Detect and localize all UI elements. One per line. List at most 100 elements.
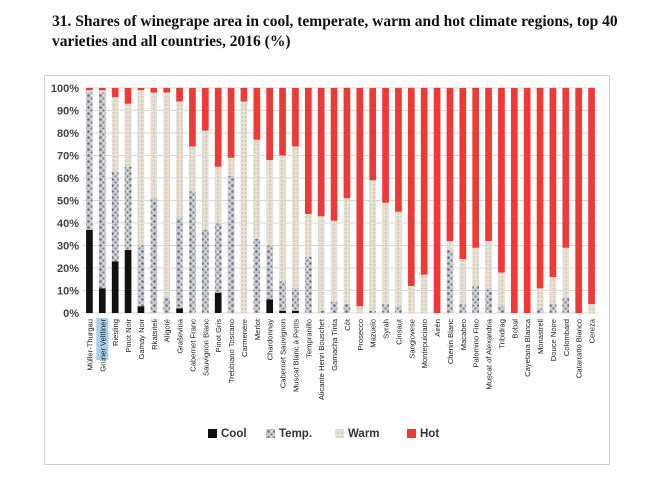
legend-label: Cool <box>221 428 247 440</box>
y-tick-label: 30% <box>57 241 79 253</box>
bar-segment-warm <box>253 139 261 239</box>
legend-swatch <box>335 429 344 438</box>
bar-segment-hot <box>98 88 106 91</box>
bar-segment-hot <box>150 88 158 93</box>
bar-segment-hot <box>510 88 518 313</box>
bar-segment-hot <box>266 88 274 160</box>
bar-segment-temp <box>459 304 467 313</box>
bar-segment-temp <box>330 301 338 313</box>
bar-segment-temp <box>395 306 402 313</box>
bar-segment-temp <box>536 308 544 313</box>
y-tick-label: 20% <box>57 263 79 275</box>
bar-segment-temp <box>227 175 235 313</box>
bar-segment-hot <box>137 88 145 91</box>
bar-segment-temp <box>137 245 145 307</box>
y-tick-label: 90% <box>57 106 79 118</box>
bar-segment-warm <box>214 166 222 223</box>
x-axis-ticks: Müller-Thurgau Grüner Veltliner Riesling Pi… <box>85 318 597 400</box>
bar-segment-warm <box>395 211 402 307</box>
bar-segment-cool <box>279 310 286 313</box>
legend-label: Hot <box>420 428 439 440</box>
x-tick-label: Syrah <box>382 319 391 339</box>
x-tick-label: Douce Noire <box>549 319 558 361</box>
bar-segment-hot <box>176 88 183 102</box>
y-tick-label: 80% <box>57 128 79 140</box>
bar-segment-cool <box>292 310 299 313</box>
bar-segment-hot <box>575 88 583 313</box>
bar-segment-warm <box>266 160 274 246</box>
bar-segment-hot <box>523 88 531 313</box>
bar-segment-warm <box>189 146 196 192</box>
bar-segment-warm <box>201 130 209 230</box>
x-tick-label: Cabernet Sauvignon <box>279 319 288 388</box>
bar-segment-warm <box>330 220 338 302</box>
bar-segment-warm <box>382 202 389 304</box>
legend-label: Warm <box>348 428 380 440</box>
bar-segment-temp <box>214 223 222 293</box>
bar-segment-hot <box>240 88 248 102</box>
bars <box>86 88 595 313</box>
x-tick-label: Alicante Henri Bouschet <box>317 318 326 400</box>
bar-segment-temp <box>150 198 158 313</box>
y-tick-label: 40% <box>57 218 79 230</box>
bar-segment-temp <box>304 256 312 313</box>
bar-segment-temp <box>163 297 171 313</box>
bar-segment-cool <box>137 306 145 313</box>
bar-segment-warm <box>86 90 93 93</box>
bar-segment-hot <box>317 88 325 217</box>
x-tick-label: Airén <box>433 319 442 337</box>
stacked-bar-chart: 0% 10% 20% 30% 40% 50% 60% 70% 80% 90% 100% Müller… <box>51 83 598 440</box>
bar-segment-hot <box>124 88 132 104</box>
x-tick-label: Pinot Noir <box>124 319 133 353</box>
highlight-box <box>96 318 109 360</box>
bar-segment-warm <box>111 97 119 172</box>
bar-segment-warm <box>343 198 351 304</box>
bar-segment-hot <box>536 88 544 289</box>
x-tick-label: Carmenère <box>240 319 249 357</box>
bar-segment-hot <box>498 88 505 273</box>
bar-segment-hot <box>407 88 415 286</box>
bar-segment-hot <box>86 88 93 91</box>
bar-segment-temp <box>498 306 505 313</box>
bar-segment-warm <box>317 216 325 311</box>
bar-segment-hot <box>304 88 312 214</box>
bar-segment-temp <box>189 191 196 313</box>
bar-segment-warm <box>485 241 492 289</box>
chart-frame: 0% 10% 20% 30% 40% 50% 60% 70% 80% 90% 100% Müller… <box>44 75 610 465</box>
bar-segment-temp <box>279 281 286 311</box>
x-tick-label: Chardonnay <box>266 319 275 361</box>
bar-segment-warm <box>420 274 428 313</box>
bar-segment-hot <box>343 88 351 199</box>
bar-segment-warm <box>279 155 286 282</box>
bar-segment-temp <box>98 92 106 289</box>
y-axis-ticks: 0% 10% 20% 30% 40% 50% 60% 70% 80% 90% 100% <box>51 83 79 320</box>
bar-segment-hot <box>330 88 338 221</box>
bar-segment-temp <box>369 310 377 313</box>
bar-segment-temp <box>111 171 119 262</box>
y-tick-label: 0% <box>63 308 79 320</box>
bar-segment-temp <box>266 245 274 300</box>
bar-segment-temp <box>176 218 183 309</box>
bar-segment-cool <box>266 299 274 313</box>
x-tick-label: Sangiovese <box>407 319 416 359</box>
bar-segment-warm <box>369 180 377 311</box>
bar-segment-warm <box>163 92 171 298</box>
legend: Cool Temp. Warm Hot <box>208 428 439 440</box>
bar-segment-hot <box>420 88 428 275</box>
x-tick-label: Palomino Fino <box>472 319 481 368</box>
legend-swatch <box>208 429 217 438</box>
bar-segment-temp <box>292 288 299 311</box>
x-tick-label: Merlot <box>253 318 262 340</box>
bar-segment-hot <box>369 88 377 181</box>
bar-segment-warm <box>407 286 415 313</box>
x-tick-label: Müller-Thurgau <box>85 319 94 371</box>
legend-swatch <box>407 429 416 438</box>
y-tick-label: 50% <box>57 196 79 208</box>
x-tick-label: Catarratto Bianco <box>575 319 584 378</box>
x-tick-label: Bobal <box>510 319 519 339</box>
bar-segment-warm <box>304 214 312 257</box>
y-tick-label: 100% <box>51 83 79 95</box>
bar-segment-hot <box>279 88 286 156</box>
bar-segment-temp <box>343 304 351 313</box>
bar-segment-hot <box>163 88 171 93</box>
